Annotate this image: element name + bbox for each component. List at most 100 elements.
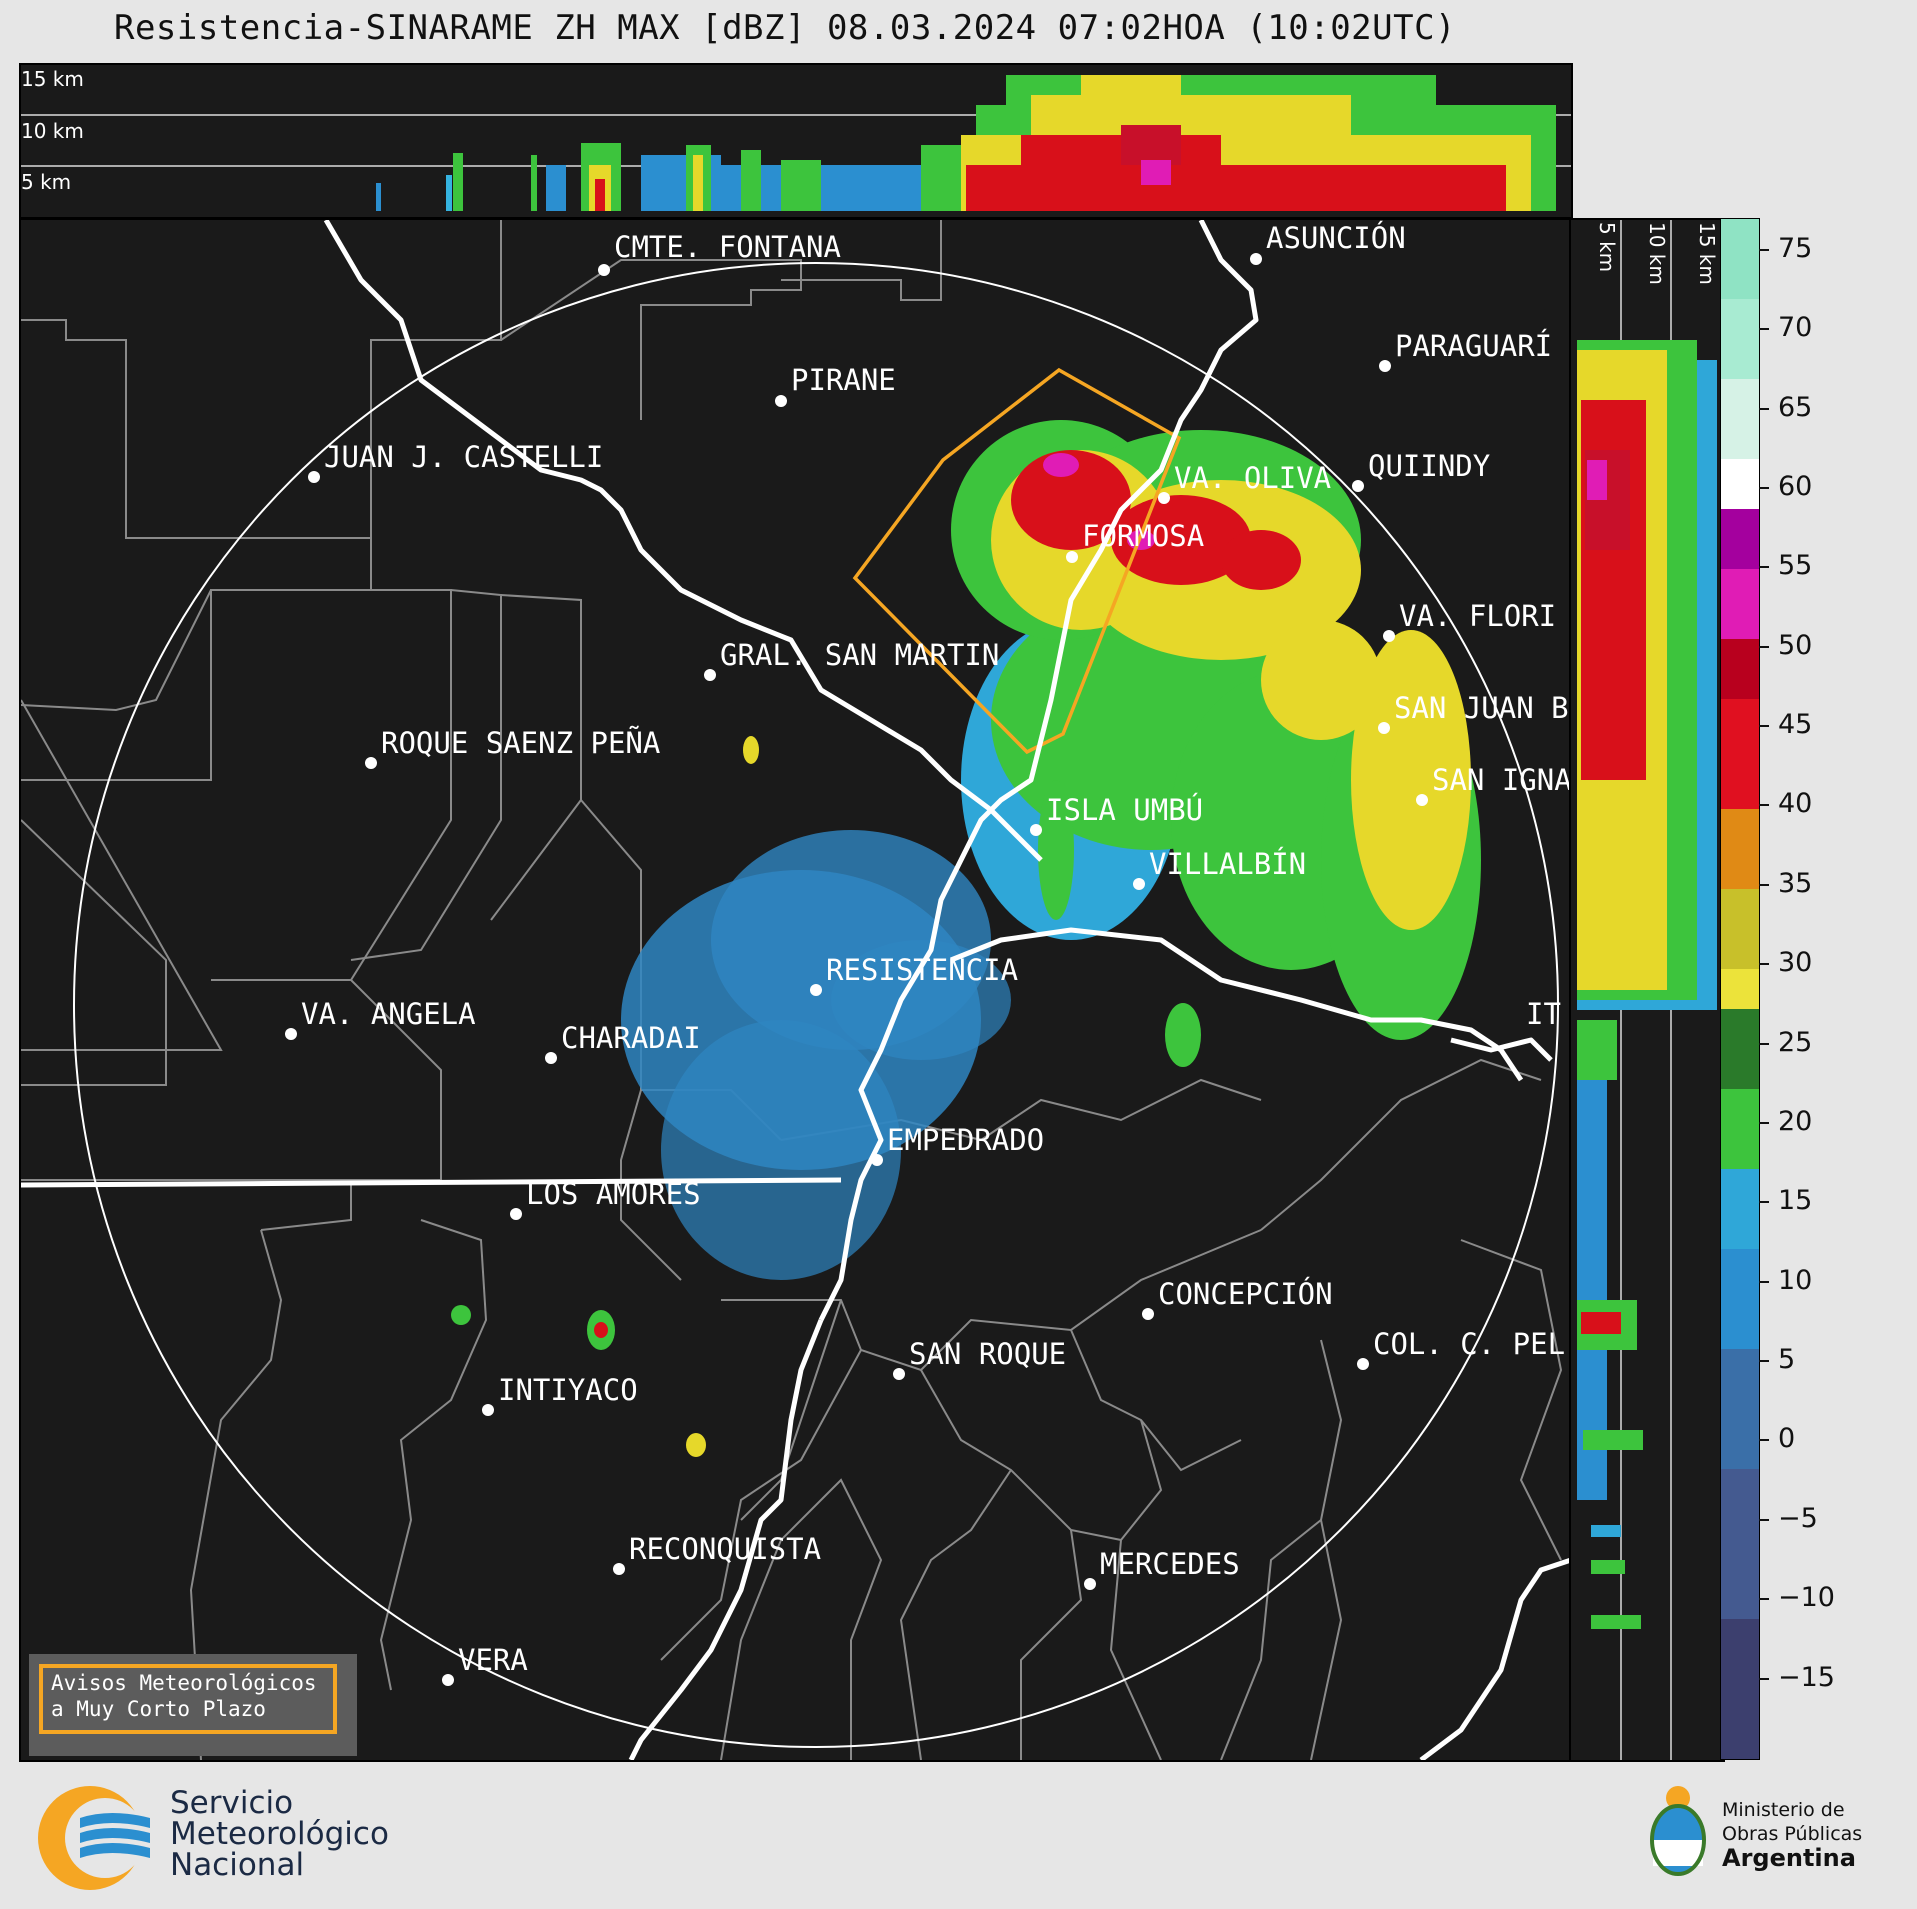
city-label: SAN JUAN B: [1394, 691, 1569, 725]
top-cross-section-panel: 15 km 10 km 5 km: [19, 63, 1573, 219]
colorbar-tick: [1759, 566, 1769, 569]
side-alt-label-15: 15 km: [1695, 222, 1719, 285]
radar-echoes: [451, 420, 1481, 1457]
top-echo-profile: [376, 75, 1556, 211]
colorbar-tick-label: 40: [1778, 788, 1813, 820]
city-label: ASUNCIÓN: [1266, 221, 1406, 255]
smn-line1: Servicio: [170, 1785, 294, 1821]
colorbar-tick: [1759, 645, 1769, 648]
smn-logo-icon: [38, 1786, 150, 1890]
city-label: JUAN J. CASTELLI: [324, 440, 603, 474]
colorbar-tick-label: 25: [1778, 1026, 1813, 1058]
side-cross-section-panel: 5 km 10 km 15 km: [1569, 218, 1725, 1762]
colorbar-tick: [1759, 963, 1769, 966]
city-label: VILLALBÍN: [1149, 847, 1306, 881]
side-alt-label-10: 10 km: [1645, 222, 1669, 285]
top-alt-label-5: 5 km: [21, 170, 72, 194]
colorbar-tick: [1759, 407, 1769, 410]
admin-boundaries: [21, 220, 1563, 1760]
city-labels: CMTE. FONTANA ASUNCIÓN PARAGUARÍ PIRANE …: [301, 221, 1571, 1677]
colorbar-tick: [1759, 1677, 1769, 1680]
city-label: LOS AMORES: [526, 1177, 701, 1211]
chart-title: Resistencia-SINARAME ZH MAX [dBZ] 08.03.…: [113, 8, 1457, 48]
colorbar-tick-label: 65: [1778, 391, 1813, 423]
warning-polygon: [852, 367, 1182, 755]
city-label: VA. ANGELA: [301, 997, 476, 1031]
colorbar-tick-label: 45: [1778, 709, 1813, 741]
colorbar-tick-label: 10: [1778, 1264, 1813, 1296]
city-label: QUIINDY: [1368, 449, 1490, 483]
city-label: PIRANE: [791, 363, 896, 397]
colorbar-tick-label: 20: [1778, 1105, 1813, 1137]
side-alt-label-5: 5 km: [1595, 222, 1619, 273]
colorbar-tick-label: −5: [1778, 1502, 1818, 1534]
city-label: GRAL. SAN MARTIN: [720, 638, 999, 672]
colorbar-tick: [1759, 1518, 1769, 1521]
city-label: INTIYACO: [498, 1373, 638, 1407]
colorbar-tick-label: 35: [1778, 867, 1813, 899]
colorbar-tick: [1759, 1042, 1769, 1045]
city-label: VA. FLORI: [1399, 599, 1556, 633]
top-alt-label-15: 15 km: [21, 67, 84, 91]
colorbar-tick: [1759, 1439, 1769, 1442]
city-label: SAN IGNA: [1432, 763, 1571, 797]
city-label: EMPEDRADO: [887, 1123, 1044, 1157]
city-label: SAN ROQUE: [909, 1337, 1066, 1371]
colorbar-tick-label: 50: [1778, 629, 1813, 661]
colorbar-tick: [1759, 1360, 1769, 1363]
colorbar-tick-label: 15: [1778, 1185, 1813, 1217]
warning-legend-line1: Avisos Meteorológicos: [51, 1671, 317, 1695]
ministry-line2: Obras Públicas: [1722, 1823, 1863, 1845]
city-markers: [285, 253, 1428, 1686]
colorbar-tick: [1759, 883, 1769, 886]
city-label: CMTE. FONTANA: [614, 230, 841, 264]
radar-map: CMTE. FONTANA ASUNCIÓN PARAGUARÍ PIRANE …: [21, 220, 1571, 1760]
ministry-line3: Argentina: [1722, 1846, 1862, 1872]
warning-legend-frame: Avisos Meteorológicos a Muy Corto Plazo: [39, 1664, 337, 1734]
colorbar-tick-label: 60: [1778, 470, 1813, 502]
city-label: ISLA UMBÚ: [1046, 793, 1203, 827]
colorbar-tick-label: −10: [1778, 1582, 1835, 1614]
warning-legend-line2: a Muy Corto Plazo: [51, 1697, 266, 1721]
colorbar-tick: [1759, 804, 1769, 807]
smn-logo-text: Servicio Meteorológico Nacional: [170, 1788, 389, 1881]
warning-legend: Avisos Meteorológicos a Muy Corto Plazo: [29, 1654, 357, 1756]
city-label: FORMOSA: [1082, 519, 1204, 553]
smn-line3: Nacional: [170, 1847, 305, 1883]
city-label: CONCEPCIÓN: [1158, 1277, 1333, 1311]
smn-line2: Meteorológico: [170, 1816, 389, 1852]
city-label: RESISTENCIA: [826, 953, 1018, 987]
dbz-colorbar: [1720, 218, 1760, 1760]
range-ring: [73, 262, 1559, 1748]
colorbar-tick: [1759, 248, 1769, 251]
ministry-logo-text: Ministerio de Obras Públicas Argentina: [1722, 1798, 1862, 1872]
city-label: IT: [1526, 997, 1561, 1031]
side-echo-profile: [1577, 340, 1717, 1629]
city-label: MERCEDES: [1100, 1547, 1240, 1581]
radar-map-panel: CMTE. FONTANA ASUNCIÓN PARAGUARÍ PIRANE …: [19, 218, 1573, 1762]
colorbar-tick: [1759, 486, 1769, 489]
colorbar-tick: [1759, 1121, 1769, 1124]
top-alt-label-10: 10 km: [21, 119, 84, 143]
city-label: CHARADAI: [561, 1021, 701, 1055]
colorbar-tick: [1759, 328, 1769, 331]
colorbar-tick-label: 55: [1778, 550, 1813, 582]
colorbar-tick-label: −15: [1778, 1661, 1835, 1693]
city-label: COL. C. PEL: [1373, 1327, 1565, 1361]
dbz-colorbar-gradient: [1721, 219, 1759, 1759]
colorbar-tick: [1759, 1201, 1769, 1204]
city-label: PARAGUARÍ: [1395, 329, 1552, 363]
colorbar-tick: [1759, 1598, 1769, 1601]
ministry-line1: Ministerio de: [1722, 1799, 1845, 1821]
colorbar-tick-label: 0: [1778, 1423, 1796, 1455]
city-label: RECONQUISTA: [629, 1532, 821, 1566]
rivers-borders: [21, 220, 1571, 1760]
ministry-line3-text: Argentina: [1722, 1844, 1856, 1872]
colorbar-tick-label: 75: [1778, 232, 1813, 264]
argentina-coat-of-arms-icon: [1650, 1786, 1706, 1876]
colorbar-tick-label: 70: [1778, 312, 1813, 344]
colorbar-tick: [1759, 725, 1769, 728]
city-label: VA. OLIVA: [1174, 461, 1331, 495]
top-cross-section-plot: [21, 75, 1571, 211]
side-cross-section-plot: [1577, 220, 1717, 1760]
